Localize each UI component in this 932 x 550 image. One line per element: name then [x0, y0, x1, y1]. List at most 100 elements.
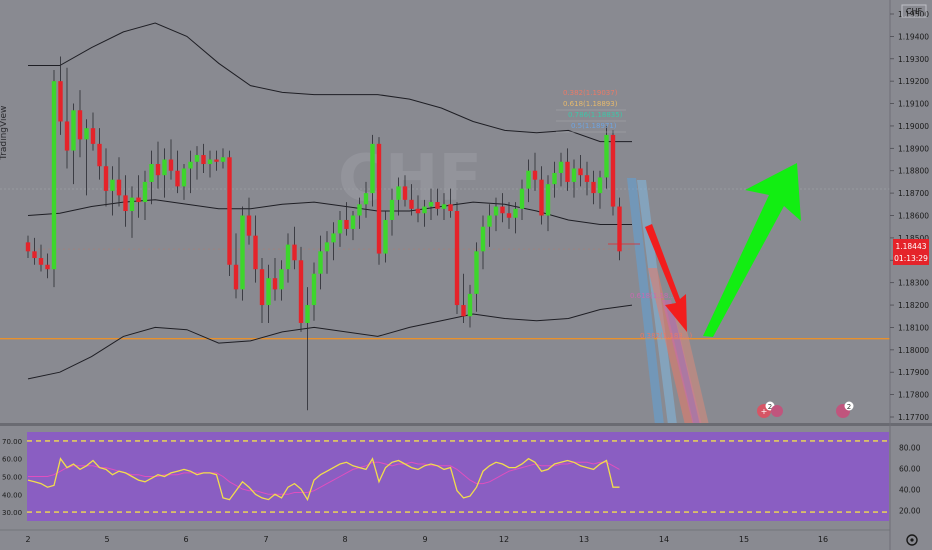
candle-bear — [272, 278, 278, 290]
candle-bear — [77, 110, 83, 140]
price-tick-label: 1.18300 — [898, 279, 929, 288]
candle-bull — [363, 193, 369, 205]
price-tick-label: 1.18600 — [898, 212, 929, 221]
price-tick-label: 1.18700 — [898, 189, 929, 198]
current-price-value: 1.18443 — [895, 242, 926, 251]
rsi-left-tick-label: 50.00 — [2, 474, 22, 482]
candle-bull — [305, 305, 310, 323]
candle-bull — [487, 215, 492, 227]
candle-bull — [558, 161, 564, 173]
candle-bear — [38, 258, 44, 265]
time-tick-label: 9 — [422, 535, 427, 544]
candle-bear — [233, 264, 239, 290]
rsi-axis[interactable]: 70.00 60.00 50.00 40.00 30.00 80.00 60.00 40.00… — [2, 438, 921, 517]
fib-band — [627, 178, 664, 425]
candle-bear — [116, 179, 122, 196]
candle-bull — [162, 159, 167, 176]
candle-bull — [552, 172, 557, 185]
candle-bear — [617, 206, 622, 252]
rsi-left-tick-label: 30.00 — [2, 509, 22, 517]
price-levels — [0, 248, 890, 340]
settings-icon[interactable] — [906, 534, 918, 546]
rsi-panel — [27, 432, 889, 521]
candle-bear — [64, 121, 70, 151]
event-badge-count: 2 — [768, 403, 772, 411]
candle-bear — [25, 242, 31, 252]
rsi-left-tick-label: 40.00 — [2, 491, 22, 499]
rsi-left-tick-label: 60.00 — [2, 456, 22, 464]
candle-bear — [344, 219, 349, 229]
price-tick-label: 1.19200 — [898, 77, 929, 86]
candle-bull — [604, 134, 609, 178]
candle-bull — [480, 226, 486, 252]
candle-bear — [201, 155, 206, 165]
event-badge-2[interactable]: 2 — [836, 401, 854, 419]
candle-bear — [175, 170, 180, 187]
candle-bull — [51, 81, 57, 270]
bollinger-middle — [27, 199, 632, 225]
candle-bear — [435, 202, 440, 209]
candle-bear — [155, 164, 161, 176]
candle-series — [25, 56, 622, 411]
price-tick-label: 1.18800 — [898, 167, 929, 176]
event-badge-1[interactable]: + 2 — [757, 401, 783, 419]
candle-bull — [285, 244, 291, 270]
tradingview-logo: TradingView — [0, 106, 9, 161]
candle-bull — [337, 219, 343, 234]
candle-bear — [45, 264, 50, 270]
price-tick-label: 1.19100 — [898, 100, 929, 109]
candle-bull — [571, 168, 577, 182]
candle-bear — [409, 199, 414, 209]
candle-bull — [396, 186, 401, 200]
candle-bull — [428, 202, 434, 207]
price-tick-label: 1.17900 — [898, 368, 929, 377]
time-tick-label: 2 — [25, 535, 30, 544]
event-badge-count: 2 — [847, 403, 851, 411]
candle-bull — [350, 215, 356, 229]
candle-bull — [84, 128, 89, 140]
time-tick-label: 12 — [499, 535, 509, 544]
candle-bear — [97, 143, 102, 167]
candle-bear — [259, 269, 265, 306]
bar-countdown: 01:13:29 — [894, 254, 928, 263]
candle-bear — [454, 211, 460, 306]
candle-bear — [214, 159, 219, 162]
bullish-arrow — [703, 163, 801, 337]
price-tick-label: 1.19300 — [898, 55, 929, 64]
candle-bear — [591, 181, 596, 194]
candle-bull — [149, 164, 154, 182]
candle-bear — [402, 186, 408, 200]
time-tick-label: 8 — [342, 535, 347, 544]
price-tick-label: 1.18500 — [898, 234, 929, 243]
price-tick-label: 1.17700 — [898, 413, 929, 422]
fib-band — [662, 300, 702, 425]
candle-bull — [129, 197, 135, 212]
price-tick-label: 1.17800 — [898, 391, 929, 400]
candle-bull — [318, 251, 323, 274]
candle-bear — [292, 244, 297, 261]
candle-bear — [253, 235, 258, 270]
rsi-right-tick-label: 40.00 — [899, 486, 921, 495]
time-axis[interactable]: 2 5 6 7 8 9 12 13 14 15 16 — [0, 529, 890, 544]
candle-bull — [474, 251, 479, 294]
time-tick-label: 6 — [183, 535, 188, 544]
candle-bull — [422, 206, 427, 214]
time-tick-label: 5 — [104, 535, 109, 544]
price-tick-label: 1.19000 — [898, 122, 929, 131]
fib-band — [672, 305, 709, 425]
candle-bear — [578, 168, 583, 176]
candle-bull — [324, 242, 330, 252]
fib-label: 0.618(1.18...) — [630, 292, 678, 300]
price-axis[interactable]: 1.19500 1.19400 1.19300 1.19200 1.19100 1.190… — [890, 10, 929, 422]
candle-bull — [467, 293, 473, 317]
candle-bear — [227, 157, 232, 265]
fib-label: 0.382(1.19037) — [563, 89, 618, 97]
time-tick-label: 13 — [579, 535, 589, 544]
candle-bear — [461, 305, 466, 317]
candle-bull — [188, 161, 193, 169]
candle-bull — [493, 206, 499, 216]
candle-bear — [123, 195, 128, 212]
candle-bull — [370, 143, 375, 194]
rsi-line — [27, 457, 620, 502]
